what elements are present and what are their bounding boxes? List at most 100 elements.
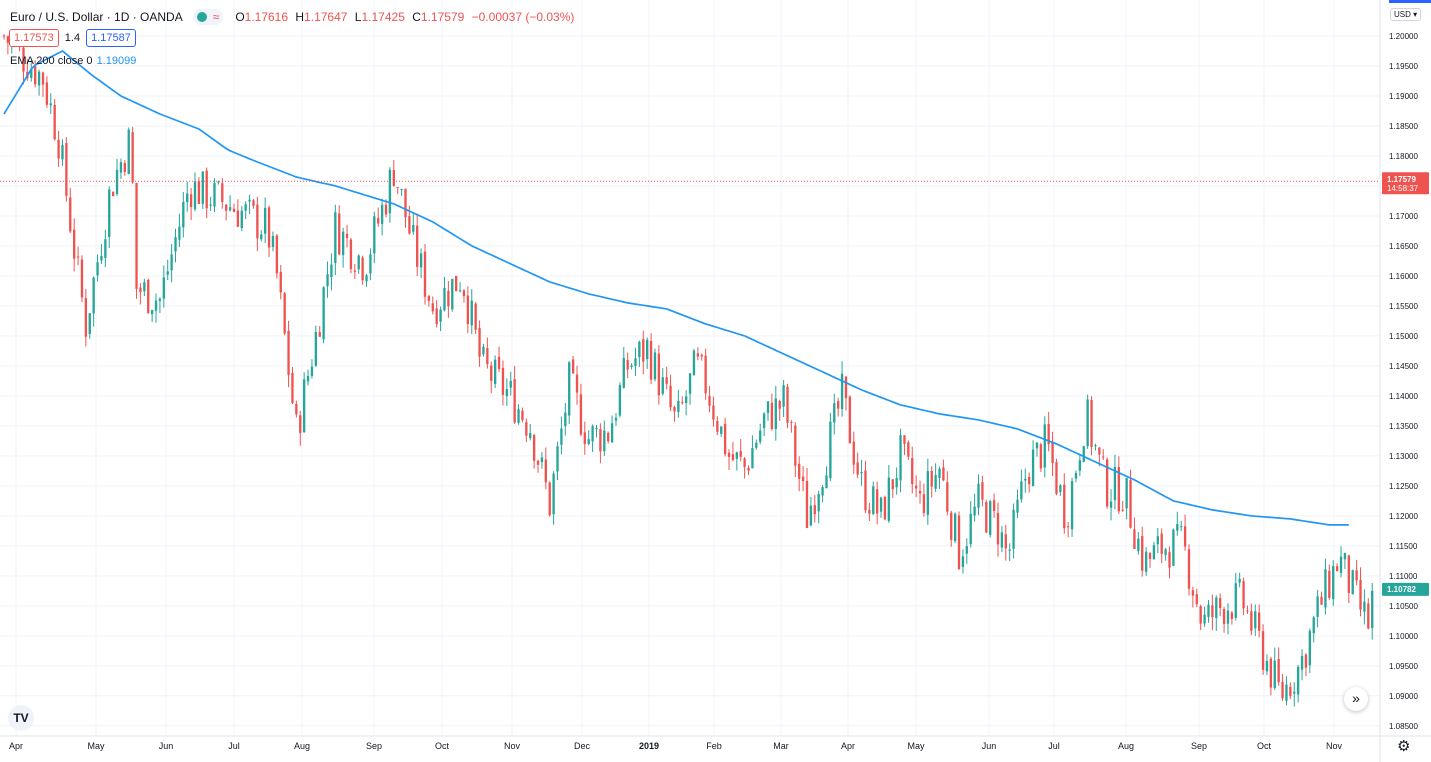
candle-body: [1265, 660, 1269, 672]
candle-body: [985, 502, 988, 533]
candle-body: [1250, 611, 1253, 631]
indicator-legend[interactable]: EMA 200 close 0 1.19099: [10, 55, 136, 67]
candle-body: [1269, 658, 1273, 688]
candle-body: [248, 199, 251, 202]
candle-body: [423, 251, 427, 297]
candle-body: [482, 346, 485, 355]
candle-body: [72, 229, 76, 259]
candle-body: [552, 473, 555, 515]
candle-body: [1160, 533, 1163, 554]
candle-body: [864, 470, 867, 511]
candle-body: [225, 204, 228, 211]
candle-body: [1238, 578, 1241, 583]
candle-body: [377, 217, 380, 224]
ema-200-line: [3, 49, 1349, 526]
trade-buttons: 1.17573 1.4 1.17587: [9, 29, 136, 47]
time-tick-label: Feb: [706, 741, 722, 751]
candle-body: [84, 298, 88, 337]
candle-body: [965, 546, 968, 554]
candle-body: [392, 170, 395, 186]
candle-body: [911, 458, 914, 485]
indicator-label: EMA 200 close 0: [10, 55, 93, 67]
candle-body: [762, 413, 766, 428]
time-tick-label: Jun: [159, 741, 174, 751]
candle-body: [669, 385, 672, 408]
price-axis: 1.20000 1.19500 1.19000 1.18500 1.18000 1.175…: [1379, 0, 1418, 762]
candle-body: [548, 482, 551, 516]
candle-body: [1335, 566, 1339, 572]
candle-body: [517, 409, 520, 423]
candle-body: [1141, 536, 1144, 571]
candle-body: [1144, 551, 1148, 572]
candle-body: [1098, 447, 1101, 455]
candle-body: [1004, 534, 1007, 549]
candle-body: [228, 207, 232, 211]
candle-body: [603, 430, 606, 452]
candle-body: [1117, 467, 1121, 512]
candle-body: [751, 448, 754, 469]
candle-body: [809, 505, 813, 526]
candle-body: [840, 373, 844, 410]
candle-body: [1074, 472, 1078, 479]
scroll-to-realtime-icon[interactable]: »: [1344, 687, 1368, 711]
change-value: −0.00037 (−0.03%): [471, 10, 575, 24]
candle-body: [267, 207, 271, 248]
candle-body: [568, 362, 571, 416]
sell-button[interactable]: 1.17573: [9, 29, 59, 47]
candle-body: [587, 439, 590, 444]
time-tick-label: Jun: [982, 741, 997, 751]
candle-body: [182, 201, 185, 228]
candle-body: [1129, 479, 1132, 528]
candle-body: [1273, 660, 1276, 688]
close-value: 1.17579: [420, 10, 465, 24]
candle-body: [400, 189, 403, 191]
candle-body: [493, 359, 497, 384]
price-tick-label: 1.20000: [1389, 32, 1418, 41]
candle-body: [930, 470, 933, 487]
high-label: H: [295, 10, 305, 24]
candle-body: [416, 225, 419, 267]
symbol-title[interactable]: Euro / U.S. Dollar · 1D · OANDA: [10, 10, 183, 24]
low-label: L: [354, 10, 362, 24]
close-label: C: [412, 10, 421, 24]
candle-body: [443, 287, 446, 311]
currency-dropdown[interactable]: USD ▾: [1390, 8, 1422, 21]
gear-icon[interactable]: ⚙: [1397, 738, 1411, 755]
buy-button[interactable]: 1.17587: [86, 29, 136, 47]
candle-body: [907, 442, 910, 457]
candle-body: [275, 235, 279, 274]
candle-body: [1043, 424, 1046, 468]
candle-body: [649, 340, 653, 380]
candle-body: [131, 132, 134, 183]
candle-body: [431, 303, 434, 312]
candle-body: [240, 210, 243, 229]
candle-body: [1137, 538, 1140, 552]
candle-body: [22, 47, 25, 72]
candle-body: [1028, 477, 1031, 485]
time-tick-label: Apr: [841, 741, 855, 751]
candle-body: [53, 104, 56, 140]
candle-body: [369, 254, 372, 274]
candle-body: [1152, 545, 1156, 560]
tradingview-logo-icon[interactable]: TV: [8, 705, 34, 731]
candle-body: [1285, 684, 1288, 701]
candle-body: [396, 187, 399, 189]
candle-body: [1172, 529, 1175, 566]
candle-body: [801, 476, 805, 482]
candle-body: [279, 271, 282, 293]
candle-body: [879, 497, 883, 512]
candle-body: [490, 365, 493, 381]
candle-body: [455, 275, 458, 292]
candle-body: [903, 435, 906, 444]
current-price-text: 1.17579: [1387, 175, 1416, 184]
candle-body: [244, 204, 247, 211]
candle-body: [1281, 681, 1284, 699]
candle-body: [65, 143, 68, 196]
candle-body: [642, 339, 645, 362]
candle-body: [688, 373, 692, 394]
candle-body: [1367, 603, 1370, 629]
candle-body: [30, 69, 33, 78]
candle-body: [696, 353, 700, 357]
